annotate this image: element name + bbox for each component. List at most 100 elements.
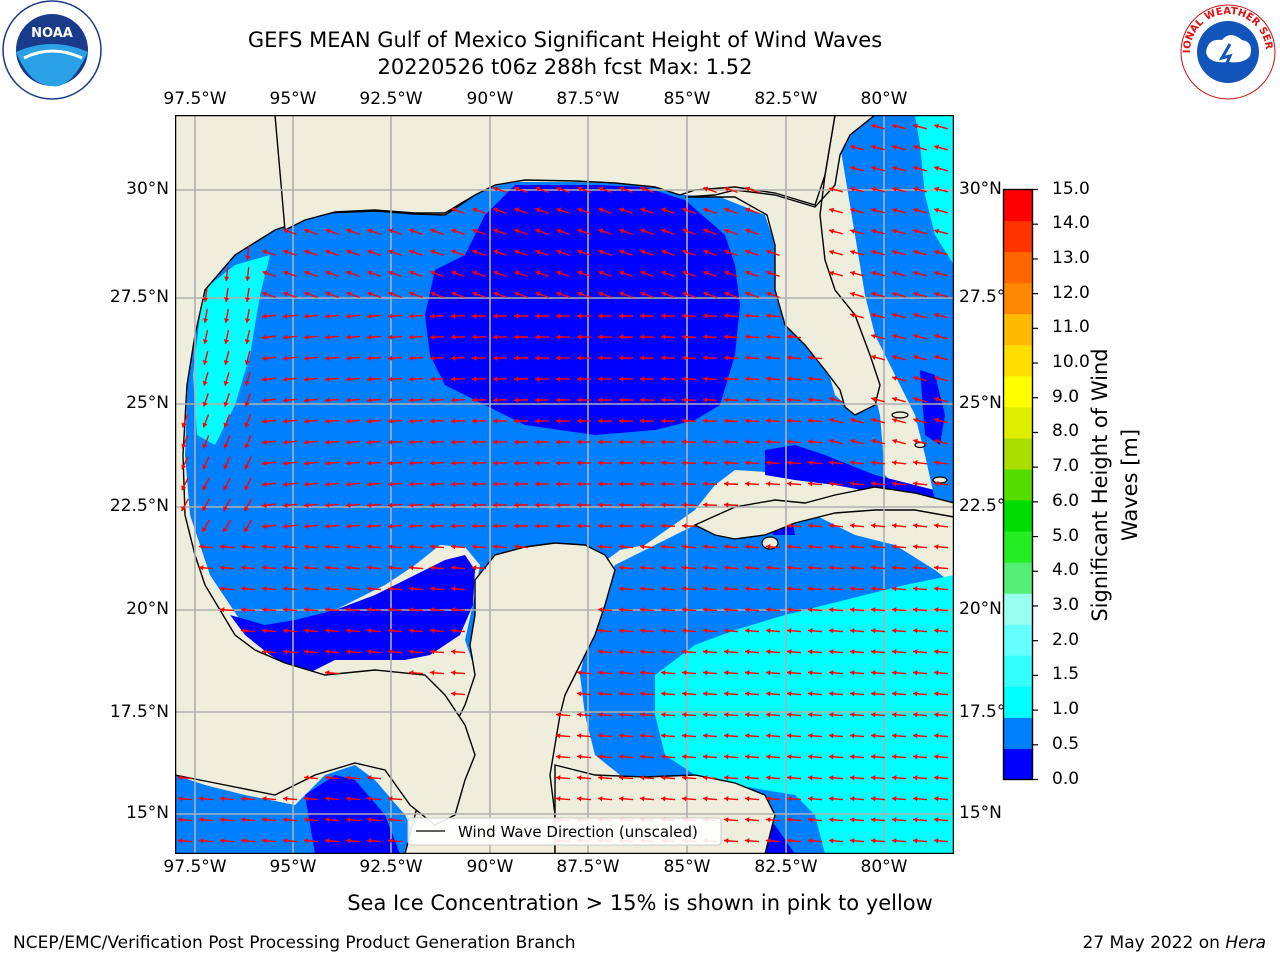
wave-direction-arrowhead — [577, 397, 582, 403]
wave-direction-arrowhead — [724, 670, 729, 676]
wave-direction-arrowhead — [304, 228, 310, 234]
wave-direction-arrowhead — [682, 523, 687, 529]
wave-direction-arrowhead — [577, 460, 582, 466]
colorbar-tick-label: 0.5 — [1052, 733, 1080, 754]
colorbar-segment — [1003, 406, 1033, 439]
wave-direction-arrowhead — [871, 775, 876, 781]
wave-direction-arrowhead — [661, 397, 666, 403]
wave-direction-arrowhead — [514, 313, 519, 319]
wave-direction-arrowhead — [766, 628, 771, 634]
wave-direction-arrowhead — [202, 526, 207, 532]
chart-subtitle: 20220526 t06z 288h fcst Max: 1.52 — [377, 55, 753, 79]
wave-direction-arrowhead — [892, 712, 897, 718]
wave-direction-arrowhead — [934, 565, 939, 571]
wave-direction-arrowhead — [829, 733, 834, 739]
wave-direction-arrowhead — [577, 754, 582, 760]
wave-direction-arrowhead — [682, 796, 687, 802]
wave-direction-arrowhead — [703, 481, 708, 487]
wave-direction-arrowhead — [346, 481, 351, 487]
wave-direction-arrowhead — [451, 502, 456, 508]
wave-direction-arrowhead — [850, 523, 855, 529]
wave-direction-arrowhead — [202, 464, 208, 470]
wave-direction-arrowhead — [892, 775, 897, 781]
wave-direction-arrowhead — [892, 607, 897, 613]
wave-direction-arrowhead — [346, 291, 352, 297]
wave-direction-arrowhead — [829, 817, 834, 823]
wave-direction-arrowhead — [220, 607, 225, 613]
wave-direction-arrowhead — [829, 649, 834, 655]
wave-direction-arrowhead — [514, 249, 520, 255]
wave-direction-arrowhead — [787, 460, 792, 466]
wave-direction-arrowhead — [934, 123, 940, 129]
wave-direction-arrowhead — [913, 312, 919, 318]
wave-direction-arrowhead — [745, 586, 750, 592]
wave-direction-arrowhead — [766, 712, 771, 718]
colorbar-tick-label: 1.0 — [1052, 699, 1080, 720]
wave-direction-arrowhead — [661, 291, 667, 297]
wave-direction-arrowhead — [808, 838, 813, 844]
wave-direction-arrowhead — [223, 422, 229, 428]
wave-direction-arrowhead — [535, 291, 541, 297]
wave-direction-arrowhead — [766, 838, 771, 844]
wave-direction-arrowhead — [724, 502, 729, 508]
wave-direction-arrowhead — [178, 796, 183, 802]
wave-direction-arrowhead — [724, 397, 729, 403]
wave-direction-arrowhead — [346, 796, 351, 802]
wave-direction-arrowhead — [262, 565, 267, 571]
wave-direction-arrowhead — [703, 607, 708, 613]
wave-direction-arrowhead — [514, 186, 520, 192]
wave-direction-arrowhead — [787, 796, 792, 802]
wave-direction-arrowhead — [472, 228, 478, 234]
wave-direction-arrowhead — [556, 418, 561, 424]
wave-direction-arrowhead — [514, 481, 519, 487]
wave-direction-arrowhead — [598, 544, 603, 550]
wave-direction-arrowhead — [619, 249, 625, 255]
wave-direction-arrowhead — [745, 565, 750, 571]
wave-direction-arrowhead — [223, 443, 229, 449]
wave-direction-arrowhead — [346, 228, 352, 234]
wave-direction-arrowhead — [703, 418, 708, 424]
wave-direction-arrowhead — [934, 691, 939, 697]
wave-direction-arrowhead — [262, 544, 267, 550]
wave-direction-arrowhead — [850, 691, 855, 697]
wave-direction-arrowhead — [472, 249, 478, 255]
wave-direction-arrowhead — [577, 775, 582, 781]
wave-direction-arrowhead — [787, 397, 792, 403]
wave-direction-arrowhead — [745, 733, 750, 739]
wave-direction-arrowhead — [661, 207, 667, 213]
wave-direction-arrowhead — [724, 586, 729, 592]
wave-direction-arrowhead — [745, 460, 750, 466]
wave-direction-arrowhead — [535, 334, 540, 340]
wave-direction-arrowhead — [577, 670, 582, 676]
wave-direction-arrowhead — [409, 586, 414, 592]
wave-direction-arrowhead — [787, 754, 792, 760]
wave-direction-arrowhead — [493, 334, 498, 340]
wave-direction-arrowhead — [661, 649, 666, 655]
wave-direction-arrowhead — [703, 754, 708, 760]
wave-direction-arrowhead — [241, 628, 246, 634]
wave-direction-arrowhead — [304, 481, 309, 487]
wave-direction-arrowhead — [223, 526, 228, 532]
wave-direction-arrowhead — [451, 355, 456, 361]
wave-direction-arrowhead — [223, 506, 228, 512]
wave-direction-arrowhead — [304, 607, 309, 613]
wave-direction-arrowhead — [934, 396, 940, 402]
wave-direction-arrowhead — [199, 565, 204, 571]
colorbar-segment — [1003, 313, 1033, 346]
wave-direction-arrowhead — [829, 838, 834, 844]
wave-direction-arrowhead — [244, 443, 250, 449]
wave-direction-arrowhead — [556, 228, 562, 234]
wave-direction-arrowhead — [472, 270, 478, 276]
wave-direction-arrowhead — [619, 228, 625, 234]
wave-direction-arrowhead — [850, 733, 855, 739]
wave-direction-arrowhead — [619, 607, 624, 613]
wave-direction-arrowhead — [244, 422, 250, 428]
wave-direction-arrowhead — [724, 565, 729, 571]
wave-direction-arrowhead — [808, 544, 813, 550]
lat-label-left: 25°N — [126, 393, 169, 413]
wave-direction-arrowhead — [181, 464, 187, 470]
wave-direction-arrowhead — [598, 228, 604, 234]
wave-direction-arrowhead — [202, 401, 208, 407]
wave-direction-arrowhead — [808, 712, 813, 718]
wave-direction-arrowhead — [598, 439, 603, 445]
